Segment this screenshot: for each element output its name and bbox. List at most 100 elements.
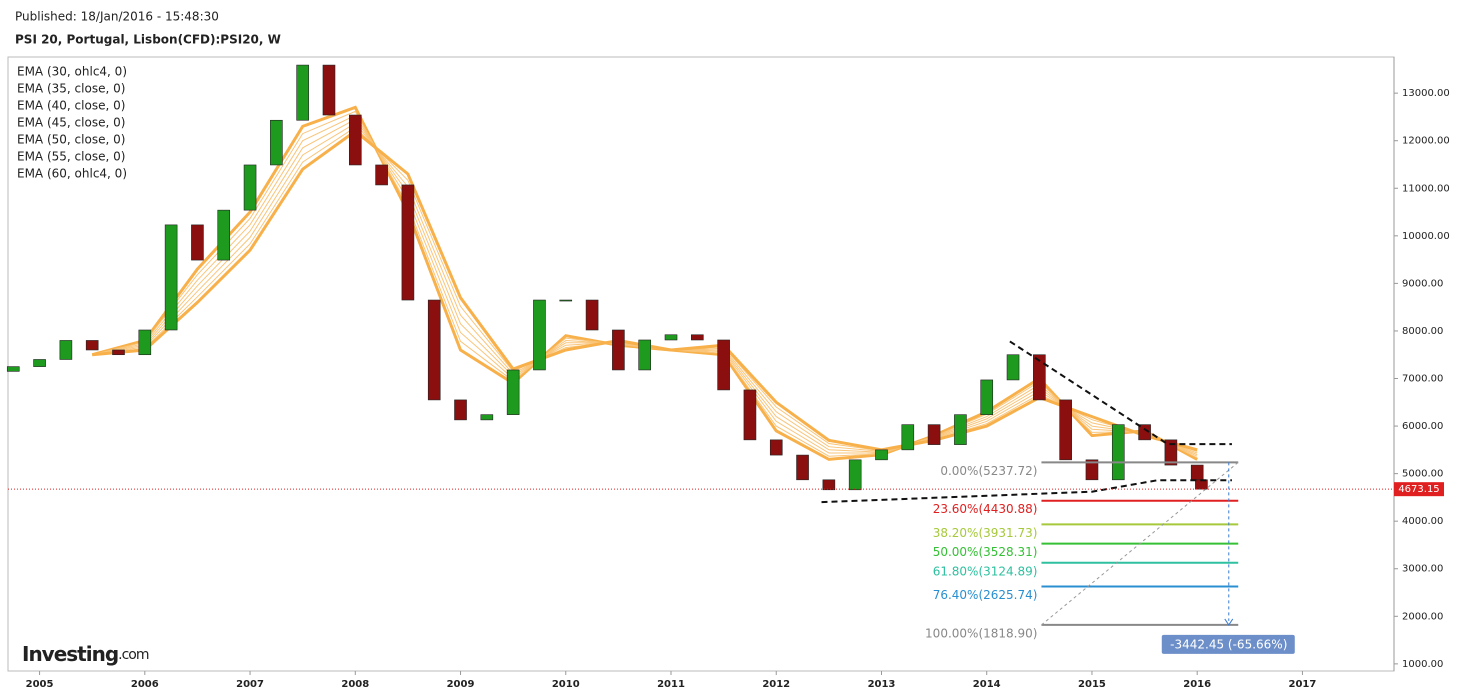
- candle: [322, 64, 336, 116]
- change-box: [1161, 634, 1295, 654]
- legend-entry: EMA (40, close, 0): [17, 99, 125, 113]
- legend-entry: EMA (35, close, 0): [17, 82, 125, 96]
- y-tick-label: 12000.00: [1402, 136, 1450, 147]
- x-tick-label: 2011: [657, 679, 685, 690]
- y-tick-label: 9000.00: [1402, 278, 1443, 289]
- plot: 0.00%(5237.72) 23.60%(4430.88) 38.20%(3931…: [6, 64, 1394, 654]
- plot-frame: [7, 56, 1395, 672]
- y-tick-label: 3000.00: [1402, 564, 1443, 575]
- y-tick-label: 7000.00: [1402, 374, 1443, 385]
- trendline: [1009, 340, 1232, 446]
- candle: [1138, 424, 1151, 441]
- x-tick-label: 2014: [973, 679, 1001, 690]
- legend-entry: EMA (50, close, 0): [17, 133, 125, 147]
- x-tick-label: 2016: [1183, 679, 1211, 690]
- candle: [348, 114, 362, 166]
- candle: [138, 329, 152, 356]
- fib-label: 61.80%(3124.89): [933, 564, 1038, 578]
- candle: [33, 359, 46, 367]
- candle: [59, 340, 73, 360]
- candle: [1006, 354, 1020, 381]
- candle: [980, 379, 994, 415]
- candle: [638, 339, 651, 371]
- x-tick-label: 2007: [236, 679, 264, 690]
- fib-label: 0.00%(5237.72): [940, 464, 1037, 478]
- fib-label: 76.40%(2625.74): [933, 588, 1038, 602]
- y-tick-label: 11000.00: [1402, 183, 1450, 194]
- legend-entry: EMA (60, ohlc4, 0): [17, 167, 127, 181]
- measure-arrowhead: [1224, 618, 1234, 626]
- published: Published: 18/Jan/2016 - 15:48:30: [15, 10, 219, 24]
- y-tick-label: 6000.00: [1402, 421, 1443, 432]
- candle: [1059, 399, 1072, 461]
- fib-label: 23.60%(4430.88): [933, 502, 1038, 516]
- candle: [480, 414, 494, 421]
- x-tick-label: 2009: [447, 679, 475, 690]
- candle: [401, 184, 415, 301]
- fib-label: 38.20%(3931.73): [933, 526, 1038, 540]
- ema-line: [92, 129, 1198, 452]
- x-tick-label: 2012: [762, 679, 790, 690]
- ema-line: [92, 118, 1198, 456]
- fib-label: 50.00%(3528.31): [933, 545, 1038, 559]
- candle: [1111, 424, 1125, 481]
- legend-entry: EMA (30, ohlc4, 0): [17, 65, 127, 79]
- y-tick-label: 8000.00: [1402, 326, 1443, 337]
- candle: [112, 349, 125, 356]
- y-tick-label: 13000.00: [1402, 88, 1450, 99]
- y-tick-label: 2000.00: [1402, 611, 1443, 622]
- candle: [585, 299, 599, 331]
- candle: [533, 299, 546, 371]
- candle: [243, 164, 257, 211]
- candle: [954, 414, 967, 445]
- candle: [927, 424, 941, 445]
- candle: [822, 479, 836, 491]
- x-tick-label: 2015: [1078, 679, 1106, 690]
- candle: [427, 299, 441, 401]
- candle: [612, 329, 625, 371]
- candle: [1085, 459, 1099, 481]
- candle: [296, 64, 309, 121]
- trendline: [821, 479, 1232, 504]
- watermark: Investing.com: [22, 642, 149, 666]
- candle: [901, 424, 915, 451]
- fib-label: 100.00%(1818.90): [925, 626, 1037, 640]
- ema-line: [92, 122, 1198, 454]
- change-label: -3442.45 (-65.66%): [1170, 637, 1287, 651]
- candle: [717, 339, 730, 391]
- legend-entry: EMA (45, close, 0): [17, 116, 125, 130]
- y-tick-label: 1000.00: [1402, 659, 1443, 670]
- candle: [691, 334, 704, 341]
- chart-title: PSI 20, Portugal, Lisbon(CFD):PSI20, W: [15, 33, 281, 47]
- candle: [454, 399, 467, 421]
- candle: [796, 454, 809, 481]
- last-price-box: [1394, 482, 1444, 497]
- candle: [1033, 354, 1046, 401]
- ema-line: [92, 110, 1198, 459]
- candle: [85, 340, 99, 351]
- candle: [6, 366, 20, 372]
- y-tick-label: 5000.00: [1402, 469, 1443, 480]
- candle: [1164, 439, 1178, 466]
- legend-entry: EMA (55, close, 0): [17, 150, 125, 164]
- watermark-suffix: .com: [118, 647, 149, 663]
- ema-line: [92, 114, 1198, 457]
- candle: [848, 459, 862, 491]
- x-tick-label: 2017: [1289, 679, 1317, 690]
- candle: [559, 299, 573, 302]
- candle: [270, 119, 283, 166]
- candle: [191, 224, 204, 261]
- y-tick-label: 10000.00: [1402, 231, 1450, 242]
- candle: [375, 164, 388, 186]
- x-tick-label: 2005: [26, 679, 54, 690]
- candle: [743, 389, 757, 441]
- candle: [506, 369, 520, 415]
- watermark-main: Investing: [22, 642, 118, 666]
- y-tick-label: 4000.00: [1402, 516, 1443, 527]
- candle: [164, 224, 178, 331]
- x-tick-label: 2006: [131, 679, 159, 690]
- x-tick-label: 2008: [341, 679, 369, 690]
- candle: [875, 449, 888, 461]
- candle: [664, 334, 678, 341]
